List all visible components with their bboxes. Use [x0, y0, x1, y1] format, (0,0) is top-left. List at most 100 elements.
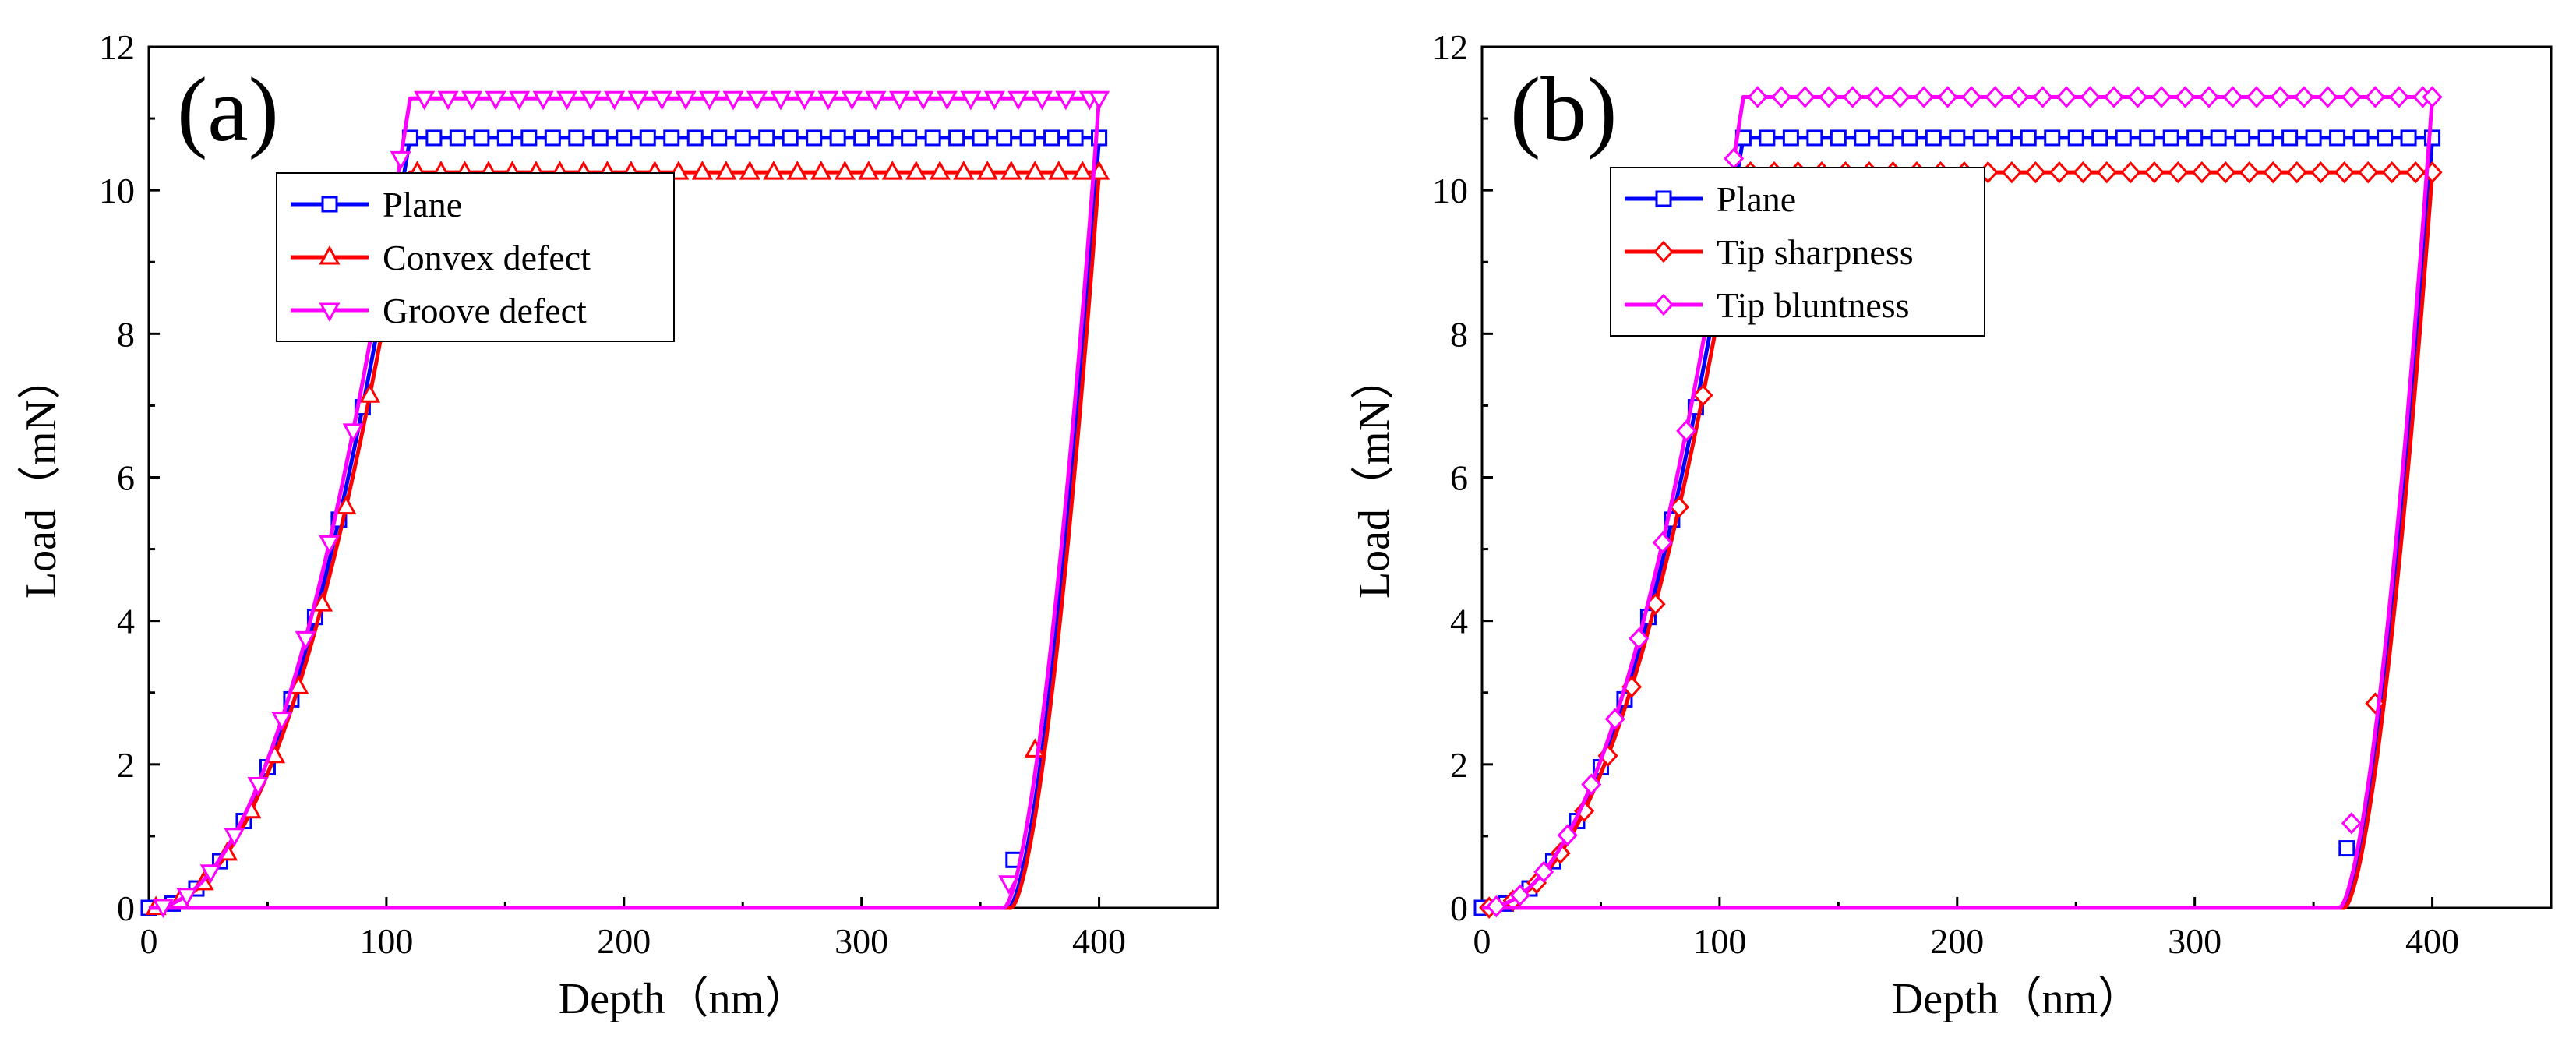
data-point [485, 90, 506, 111]
data-point [2400, 129, 2417, 147]
data-point [2048, 161, 2070, 184]
data-point [2032, 86, 2053, 108]
x-tick-label: 400 [2405, 921, 2459, 961]
data-point [1557, 824, 1578, 846]
data-point [1806, 129, 1823, 147]
data-point [1961, 86, 1982, 108]
data-point [2286, 161, 2307, 184]
data-point [2270, 86, 2291, 108]
data-point [715, 161, 737, 180]
data-point [2020, 129, 2037, 147]
data-point [675, 90, 697, 111]
data-point [509, 90, 531, 111]
data-point [1914, 86, 1935, 108]
legend-marker [1655, 190, 1672, 207]
data-point [912, 90, 934, 111]
legend: Plane Convex defect Groove defect [276, 172, 675, 342]
data-point [1509, 884, 1530, 907]
data-point [1692, 384, 1713, 407]
data-point [1007, 90, 1029, 111]
data-point [312, 592, 333, 612]
data-point [224, 828, 245, 847]
data-point [2198, 86, 2219, 108]
data-point [2144, 161, 2165, 184]
data-point [2139, 129, 2156, 147]
data-point [2096, 161, 2117, 184]
data-point [686, 129, 704, 147]
data-point [556, 90, 578, 111]
y-tick-label: 12 [99, 27, 135, 67]
data-point [2329, 129, 2346, 147]
data-point [722, 90, 744, 111]
data-point [2352, 129, 2370, 147]
legend-label: Convex defect [383, 238, 591, 277]
data-point [2175, 86, 2196, 108]
panel-b: 0 100 200 300 400 0 2 4 6 8 10 12 Depth（nm） Load（mN） (… [1350, 27, 2553, 1023]
data-point [627, 90, 649, 111]
data-point [793, 90, 816, 111]
legend: Plane Tip sharpness Tip bluntness [1610, 167, 1985, 337]
data-point [473, 129, 490, 147]
data-point [2422, 86, 2443, 108]
data-point [948, 129, 965, 147]
data-point [746, 90, 768, 111]
data-point [2234, 129, 2251, 147]
data-point [1782, 129, 1799, 147]
data-point [2358, 161, 2379, 184]
data-point [2377, 129, 2394, 147]
data-point [1759, 129, 1776, 147]
data-point [786, 161, 808, 180]
data-point [1031, 90, 1053, 111]
data-point [1996, 129, 2013, 147]
x-tick-label: 400 [1072, 921, 1126, 961]
data-point [2381, 161, 2402, 184]
data-point [770, 90, 792, 111]
data-point [544, 129, 561, 147]
data-point [711, 129, 728, 147]
y-tick-label: 2 [1450, 745, 1468, 785]
data-point [1604, 708, 1625, 730]
data-point [1043, 129, 1060, 147]
data-point [2341, 812, 2362, 835]
data-point [1842, 86, 1863, 108]
panel-label: (a) [177, 58, 279, 161]
data-point [2162, 129, 2179, 147]
data-point [2103, 86, 2125, 108]
data-point [1581, 773, 1602, 796]
data-point [1019, 129, 1036, 147]
legend-label: Groove defect [383, 291, 587, 330]
data-point [1000, 161, 1022, 180]
data-point [2281, 129, 2299, 147]
data-point [858, 161, 880, 180]
data-point [699, 90, 721, 111]
data-point [2120, 161, 2141, 184]
series-line [148, 96, 1102, 910]
data-point [905, 161, 927, 180]
data-point [520, 129, 538, 147]
data-point [2009, 86, 2030, 108]
legend-label: Plane [383, 185, 462, 224]
x-tick-label: 0 [1473, 921, 1491, 961]
data-point [639, 129, 656, 147]
data-point [651, 90, 673, 111]
data-point [1890, 86, 1911, 108]
data-point [580, 90, 602, 111]
y-tick-label: 0 [1450, 888, 1468, 928]
data-point [1866, 86, 1887, 108]
data-point [335, 495, 357, 515]
data-point [1819, 86, 1840, 108]
data-point [414, 90, 436, 111]
data-point [758, 129, 775, 147]
data-point [929, 161, 951, 180]
data-point [532, 90, 554, 111]
series-tip-bluntness [1481, 86, 2443, 918]
data-point [1771, 86, 1792, 108]
data-point [2257, 129, 2274, 147]
data-point [2210, 129, 2227, 147]
x-tick-label: 300 [835, 921, 888, 961]
x-tick-label: 100 [1692, 921, 1746, 961]
data-point [1055, 90, 1077, 111]
data-point [1794, 86, 1816, 108]
data-point [295, 630, 316, 651]
data-point [2168, 161, 2189, 184]
